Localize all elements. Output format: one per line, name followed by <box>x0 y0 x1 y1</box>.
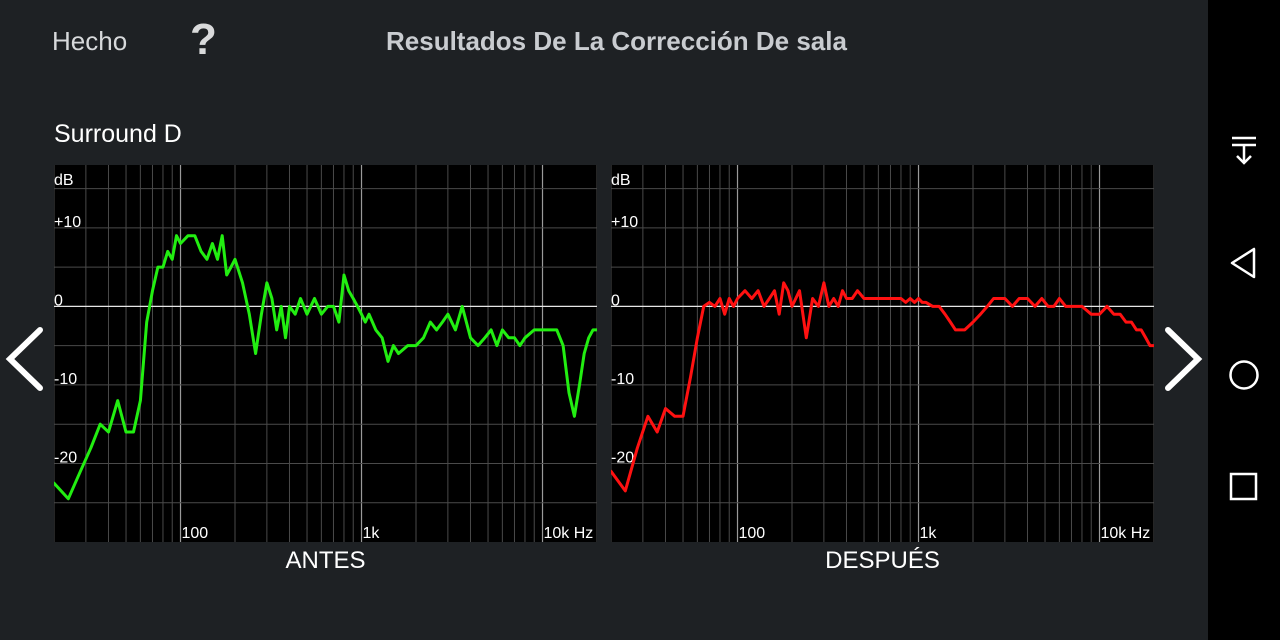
y-tick-label: -20 <box>611 449 634 466</box>
back-icon <box>1230 247 1256 279</box>
after-chart: +10 0 -10 -20 dB 100 1k 10k Hz <box>611 165 1154 542</box>
before-chart: +10 0 -10 -20 dB 100 1k 10k Hz <box>54 165 597 542</box>
done-button[interactable]: Hecho <box>52 26 128 56</box>
after-chart-svg: +10 0 -10 -20 dB 100 1k 10k Hz <box>611 165 1154 542</box>
back-button[interactable] <box>1226 245 1262 286</box>
before-chart-svg: +10 0 -10 -20 dB 100 1k 10k Hz <box>54 165 597 542</box>
next-channel-button[interactable] <box>1162 326 1204 397</box>
previous-channel-button[interactable] <box>4 326 46 397</box>
channel-name: Surround D <box>54 120 182 148</box>
grid-lines <box>611 165 1154 542</box>
x-tick-label: 10k Hz <box>544 525 594 542</box>
app-window: Hecho ? Resultados De La Corrección De s… <box>4 15 1204 574</box>
x-tick-label: 1k <box>920 525 938 542</box>
x-tick-label: 10k Hz <box>1101 525 1151 542</box>
y-tick-label: +10 <box>54 214 81 231</box>
x-tick-label: 100 <box>739 525 766 542</box>
chevron-left-icon <box>5 327 43 391</box>
y-tick-label: 0 <box>611 292 620 309</box>
after-response-line <box>611 281 1154 493</box>
recents-icon <box>1229 472 1258 501</box>
y-tick-label: +10 <box>611 214 638 231</box>
y-tick-label: -10 <box>54 371 77 388</box>
x-tick-label: 1k <box>363 525 381 542</box>
y-tick-label: -10 <box>611 371 634 388</box>
recents-button[interactable] <box>1226 469 1262 510</box>
system-navigation-bar <box>1208 0 1280 640</box>
help-button[interactable]: ? <box>190 15 217 64</box>
chevron-right-icon <box>1165 327 1203 391</box>
before-response-line <box>54 234 597 501</box>
home-icon <box>1229 360 1259 390</box>
after-caption: DESPUÉS <box>825 547 940 574</box>
page-title: Resultados De La Corrección De sala <box>386 26 847 56</box>
grid-lines <box>54 165 597 542</box>
home-button[interactable] <box>1226 357 1262 398</box>
y-tick-label: -20 <box>54 449 77 466</box>
y-tick-label: 0 <box>54 292 63 309</box>
before-caption: ANTES <box>285 547 366 574</box>
y-axis-label: dB <box>54 172 74 189</box>
x-tick-label: 100 <box>182 525 209 542</box>
y-axis-label: dB <box>611 172 631 189</box>
notification-pull-icon <box>1232 136 1256 165</box>
notification-pull-button[interactable] <box>1226 132 1262 173</box>
